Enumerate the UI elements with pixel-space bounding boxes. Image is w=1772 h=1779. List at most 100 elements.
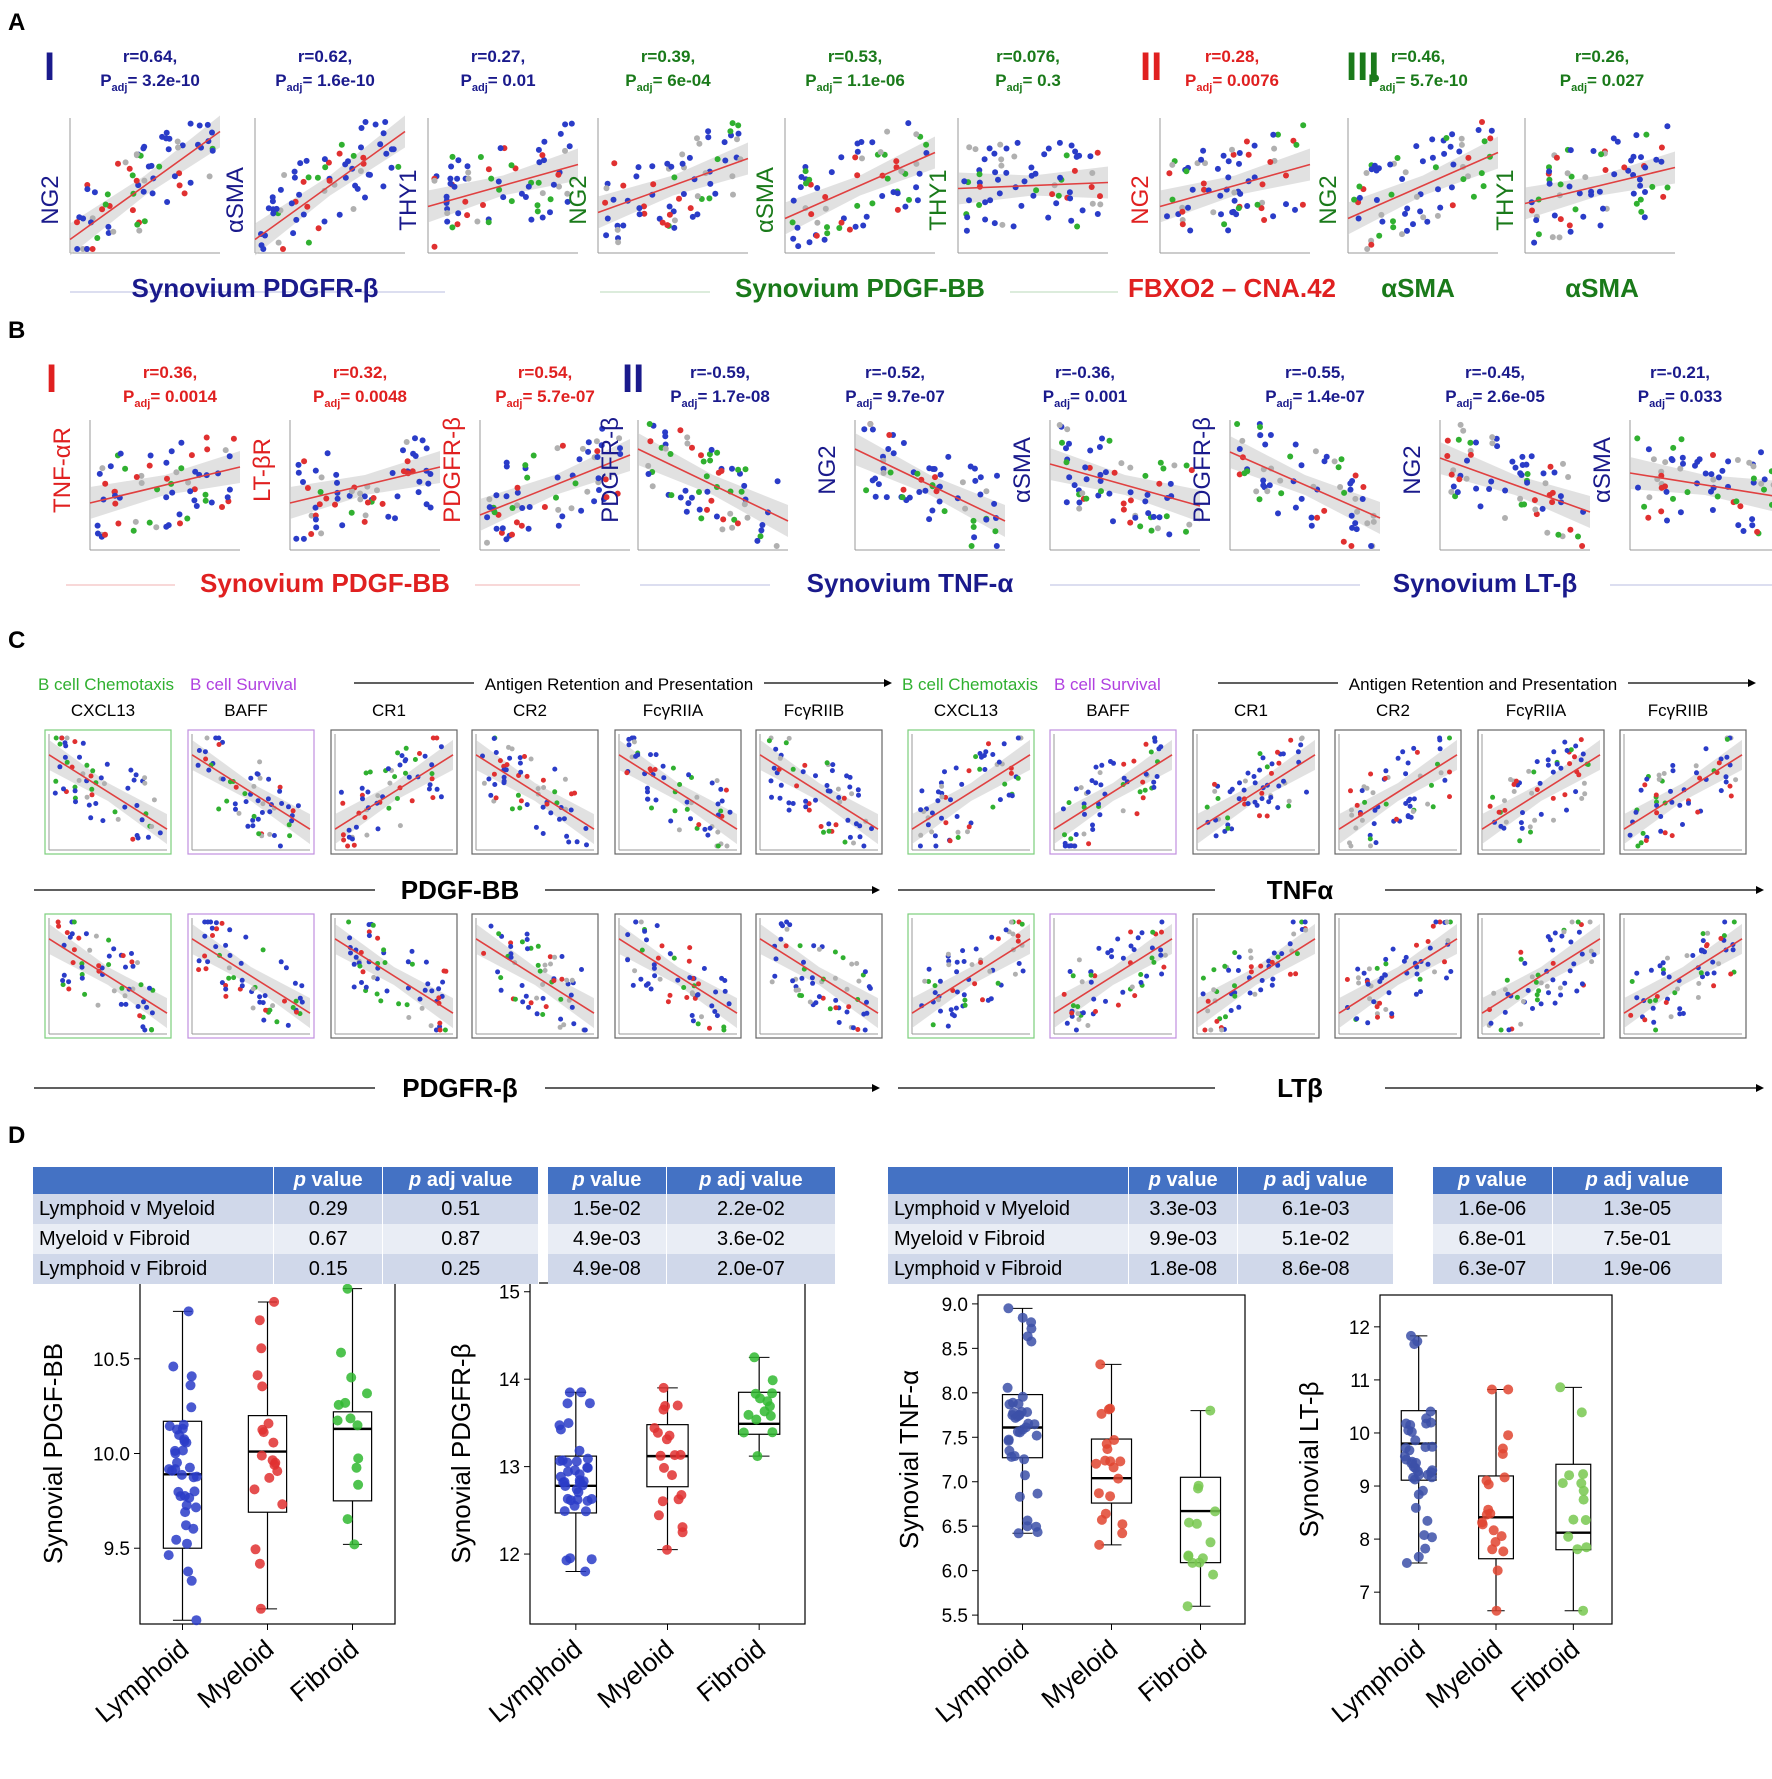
table-cell: 5.1e-02 bbox=[1237, 1224, 1394, 1254]
data-point bbox=[1394, 816, 1399, 822]
data-point bbox=[1256, 496, 1263, 503]
data-point bbox=[1270, 131, 1277, 138]
data-point bbox=[1582, 174, 1589, 181]
data-point bbox=[1413, 193, 1420, 200]
y-axis-label: THY1 bbox=[1492, 169, 1519, 230]
data-point bbox=[705, 128, 712, 135]
data-point bbox=[1568, 939, 1574, 945]
data-point bbox=[1488, 1525, 1499, 1536]
data-point bbox=[1102, 469, 1109, 476]
data-point bbox=[1522, 960, 1528, 966]
data-point bbox=[423, 501, 430, 508]
data-point bbox=[807, 181, 814, 188]
data-point bbox=[166, 135, 173, 142]
data-point bbox=[321, 156, 328, 163]
data-point bbox=[853, 821, 859, 827]
data-point bbox=[1268, 795, 1274, 800]
data-point bbox=[423, 445, 430, 452]
data-point bbox=[1257, 424, 1263, 430]
data-point bbox=[277, 186, 284, 193]
data-point bbox=[1394, 155, 1401, 161]
data-point bbox=[645, 471, 652, 477]
data-point bbox=[1003, 927, 1009, 933]
data-point bbox=[594, 454, 601, 460]
data-point bbox=[1549, 234, 1556, 241]
data-point bbox=[1158, 947, 1164, 953]
data-point bbox=[1258, 963, 1264, 969]
data-point bbox=[191, 497, 198, 504]
y-tick-label: 11 bbox=[1350, 1371, 1370, 1392]
data-point bbox=[300, 535, 307, 542]
data-point bbox=[1076, 1017, 1082, 1022]
data-point bbox=[83, 931, 89, 937]
data-point bbox=[1259, 796, 1265, 802]
data-point bbox=[1364, 785, 1370, 791]
data-point bbox=[1120, 989, 1126, 995]
data-point bbox=[1066, 843, 1072, 849]
data-point bbox=[1550, 795, 1556, 801]
data-point bbox=[129, 951, 134, 956]
data-point bbox=[1231, 189, 1238, 196]
data-point bbox=[1286, 798, 1292, 804]
data-point bbox=[840, 955, 846, 961]
data-point bbox=[365, 789, 371, 795]
data-point bbox=[431, 243, 438, 250]
data-point bbox=[1537, 780, 1543, 786]
data-point bbox=[84, 762, 90, 768]
data-point bbox=[1518, 1021, 1524, 1027]
data-point bbox=[998, 156, 1005, 163]
data-point bbox=[288, 200, 295, 207]
data-point bbox=[88, 773, 94, 779]
data-point bbox=[1668, 1014, 1674, 1020]
data-point bbox=[1279, 951, 1285, 957]
data-point bbox=[528, 216, 535, 223]
data-point bbox=[966, 197, 972, 204]
data-point bbox=[561, 1555, 572, 1566]
data-point bbox=[518, 522, 525, 529]
data-point bbox=[173, 469, 180, 476]
data-point bbox=[1073, 786, 1079, 792]
data-point bbox=[94, 530, 101, 537]
data-point bbox=[1245, 801, 1251, 807]
data-point bbox=[524, 474, 531, 481]
data-point bbox=[71, 919, 77, 925]
data-point bbox=[1356, 183, 1363, 190]
data-point bbox=[1071, 482, 1078, 489]
label-bg bbox=[1215, 870, 1385, 906]
data-point bbox=[1529, 207, 1535, 214]
data-point bbox=[1383, 801, 1389, 807]
data-point bbox=[1371, 821, 1377, 827]
data-point bbox=[360, 796, 365, 802]
data-point bbox=[55, 919, 61, 925]
data-point bbox=[1664, 123, 1671, 130]
data-point bbox=[759, 522, 766, 528]
data-point bbox=[176, 511, 183, 518]
regression-line bbox=[289, 466, 441, 504]
data-point bbox=[849, 961, 855, 967]
data-point bbox=[786, 800, 792, 806]
data-point bbox=[847, 784, 853, 790]
regression-line bbox=[618, 754, 738, 830]
data-point bbox=[115, 160, 121, 167]
data-point bbox=[1479, 119, 1485, 125]
data-point bbox=[1437, 746, 1443, 752]
data-point bbox=[1758, 449, 1764, 456]
data-point bbox=[277, 843, 283, 849]
plot-frame bbox=[1477, 729, 1605, 855]
data-point bbox=[821, 236, 828, 243]
data-point bbox=[1218, 211, 1224, 218]
x-axis-label: αSMA bbox=[1381, 273, 1455, 303]
data-point bbox=[1277, 477, 1284, 484]
data-point bbox=[477, 154, 484, 160]
y-axis-label: Synovial PDGF-BB bbox=[38, 1343, 68, 1564]
data-point bbox=[727, 809, 733, 815]
data-point bbox=[1520, 810, 1525, 816]
data-point bbox=[300, 178, 307, 185]
data-point bbox=[1076, 505, 1083, 512]
data-point bbox=[926, 465, 933, 472]
data-point bbox=[444, 218, 451, 225]
data-point bbox=[1637, 182, 1644, 189]
data-point bbox=[202, 497, 209, 504]
data-point bbox=[802, 168, 809, 175]
data-point bbox=[1383, 1007, 1389, 1012]
